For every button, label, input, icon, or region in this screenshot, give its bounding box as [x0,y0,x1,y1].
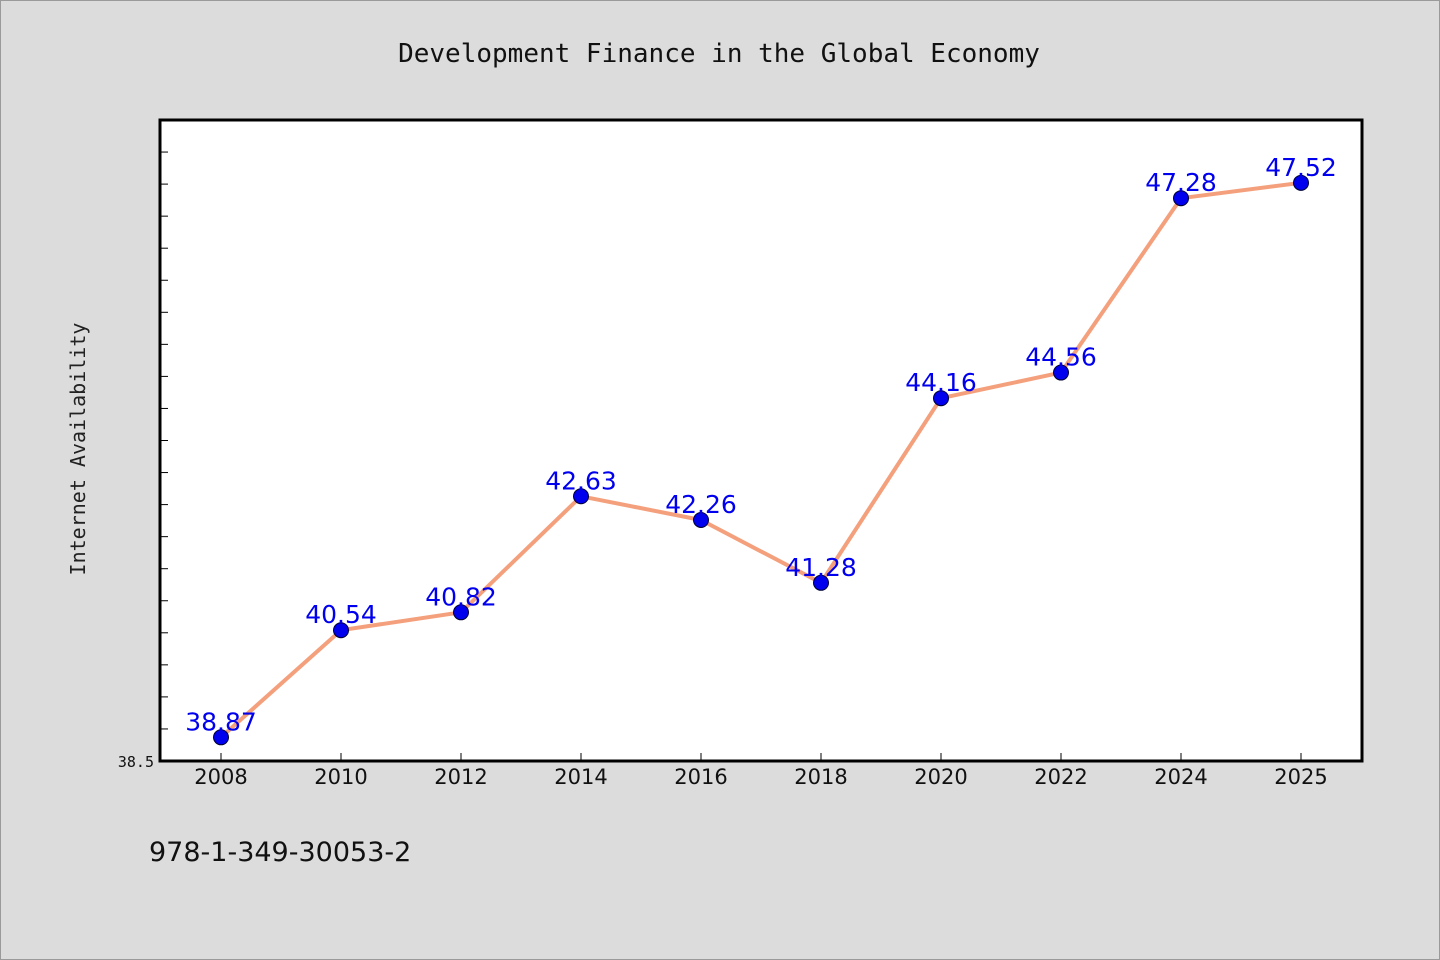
x-tick-label-2020: 2020 [914,765,967,789]
isbn-footnote: 978-1-349-30053-2 [149,837,412,868]
data-labels: 38.87 40.54 40.82 42.63 42.26 41.28 44.16 44.56… [185,153,1337,736]
x-tick-label-2012: 2012 [434,765,487,789]
x-tick-label-2018: 2018 [794,765,847,789]
x-tick-label-2016: 2016 [674,765,727,789]
data-point-2012 [453,604,469,621]
chart-title: Development Finance in the Global Econom… [398,39,1040,69]
data-point-2022 [1053,364,1069,381]
plot-frame [158,118,1364,763]
data-label-2020: 44.16 [905,368,977,397]
data-label-2024: 47.28 [1145,168,1217,197]
x-tick-label-2014: 2014 [554,765,607,789]
data-point-2025 [1293,174,1309,191]
y-tick-label-0: 38.5 [118,753,154,771]
data-point-2014 [573,488,589,505]
data-point-2008 [213,729,229,746]
data-label-2025: 47.52 [1265,153,1337,182]
data-point-2010 [333,622,349,639]
x-tick-label-2025: 2025 [1274,765,1327,789]
data-label-2018: 41.28 [785,553,857,582]
data-label-2014: 42.63 [545,466,617,495]
data-label-2012: 40.82 [425,582,497,611]
data-point-2024 [1173,190,1189,207]
x-axis-tick-labels: 2008 2010 2012 2014 2016 2018 2020 2022 2024 2025 [194,765,1327,789]
x-tick-label-2024: 2024 [1154,765,1207,789]
y-axis-tick-labels: 38.5 [118,753,154,771]
data-point-2016 [693,511,709,528]
x-tick-label-2010: 2010 [314,765,367,789]
data-point-2020 [933,390,949,407]
x-tick-label-2008: 2008 [194,765,247,789]
series-line [219,180,1302,739]
data-label-2008: 38.87 [185,707,257,736]
x-tick-label-2022: 2022 [1034,765,1087,789]
y-axis-label: Internet Availability [66,323,90,576]
data-label-2016: 42.26 [665,490,737,519]
plot-area [160,120,1362,761]
data-label-2022: 44.56 [1025,343,1097,372]
data-point-2018 [813,574,829,591]
data-label-2010: 40.54 [305,600,377,629]
data-markers [213,174,1309,746]
